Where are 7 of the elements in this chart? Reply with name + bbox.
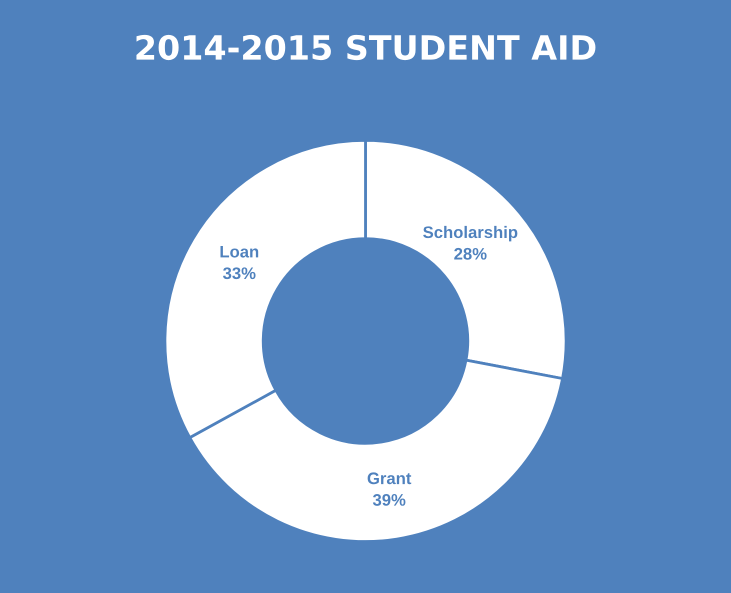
slice-label: Scholarship — [423, 226, 518, 242]
data-label: 39% — [372, 494, 406, 506]
data-label: 33% — [223, 267, 256, 280]
slice-label: Loan — [220, 246, 258, 258]
slice-label: Grant — [368, 472, 412, 484]
chart-title: 2014-2015 STUDENT AID — [136, 34, 596, 60]
data-label: 28% — [454, 248, 487, 260]
